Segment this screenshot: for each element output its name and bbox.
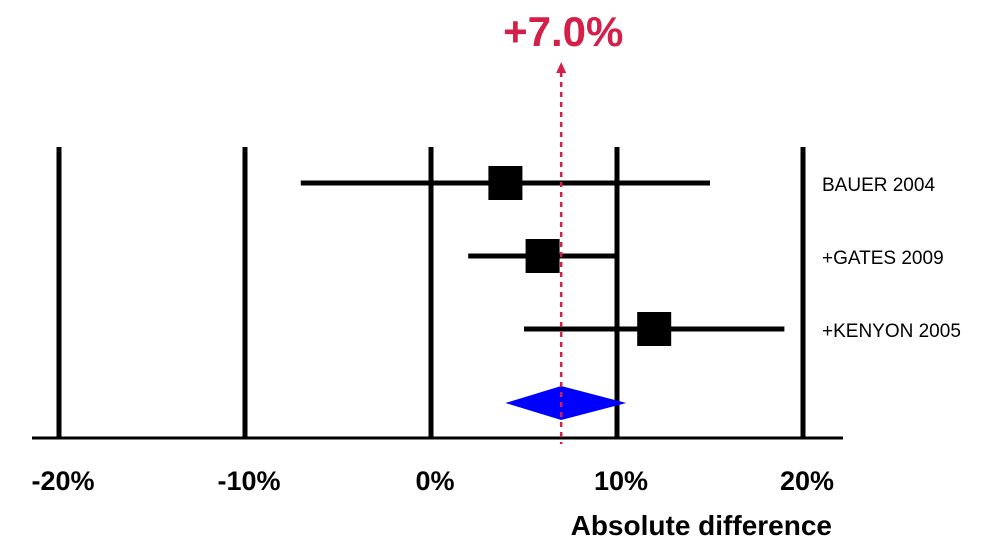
pooled-estimate-label: +7.0%: [503, 8, 623, 55]
point-estimate-square: [488, 166, 523, 200]
point-estimate-square: [525, 239, 560, 273]
x-tick-label: -10%: [217, 466, 280, 496]
x-tick-label: 0%: [415, 466, 454, 496]
study-row: +GATES 2009: [468, 239, 944, 273]
study-label: +GATES 2009: [822, 248, 944, 269]
point-estimate-square: [637, 312, 672, 346]
pooled-estimate-arrowhead: [556, 62, 567, 73]
study-row: BAUER 2004: [300, 166, 935, 200]
x-tick-label: 20%: [780, 466, 834, 496]
x-tick-label: 10%: [594, 466, 648, 496]
study-label: BAUER 2004: [822, 175, 935, 196]
study-label: +KENYON 2005: [822, 321, 961, 342]
x-axis-title: Absolute difference: [571, 510, 832, 541]
study-rows: BAUER 2004 +GATES 2009 +KENYON 2005: [300, 166, 961, 346]
x-tick-labels: -20% -10% 0% 10% 20%: [31, 466, 834, 496]
pooled-estimate-diamond: [505, 386, 627, 420]
x-tick-label: -20%: [31, 466, 94, 496]
study-row: +KENYON 2005: [524, 312, 961, 346]
vertical-gridlines: [56, 147, 806, 438]
